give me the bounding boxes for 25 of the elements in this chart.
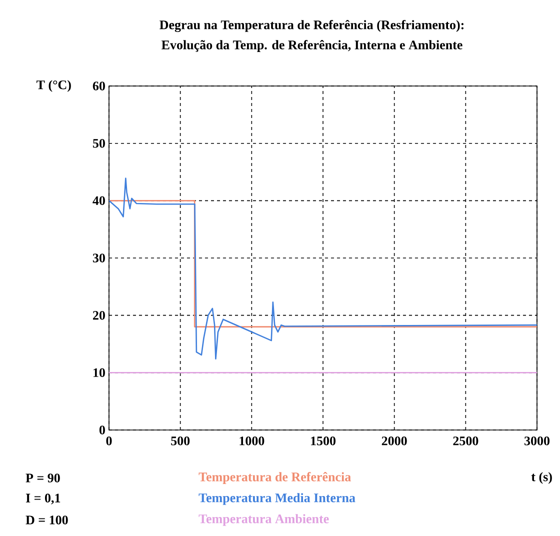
y-axis-title: T (°C) <box>36 80 71 92</box>
line-series <box>109 178 538 360</box>
x-tick-label: 1500 <box>311 436 336 446</box>
text: D = 100 <box>26 516 68 524</box>
y-tick-label: 60 <box>92 82 105 90</box>
y-tick-label: 20 <box>93 310 105 320</box>
y-tick-label: 30 <box>92 254 105 262</box>
text: P = 90 <box>26 474 60 482</box>
text: I = 0,1 <box>26 494 60 504</box>
chart-title: Degrau na Temperatura de Referência (Resfriamento): <box>160 20 464 32</box>
text: Temperatura de Referência <box>198 472 351 484</box>
x-tick-label: 1000 <box>240 436 264 446</box>
y-tick-label: 10 <box>94 368 105 378</box>
text: Temperatura Media Interna <box>198 493 356 505</box>
x-tick-label: 500 <box>171 436 190 446</box>
y-tick-label: 0 <box>99 426 105 434</box>
text: Temperatura Ambiente <box>198 514 329 526</box>
x-tick-label: 2000 <box>382 436 407 446</box>
y-tick-label: 50 <box>92 138 105 148</box>
x-tick-label: 0 <box>106 436 112 446</box>
x-tick-label: 3000 <box>524 436 550 446</box>
y-tick-label: 40 <box>92 196 105 206</box>
chart-subtitle: Evolução da Temp. de Referência, Interna e Ambiente <box>162 40 462 52</box>
x-axis-title: t (s) <box>531 472 552 484</box>
x-tick-label: 2500 <box>453 436 478 446</box>
